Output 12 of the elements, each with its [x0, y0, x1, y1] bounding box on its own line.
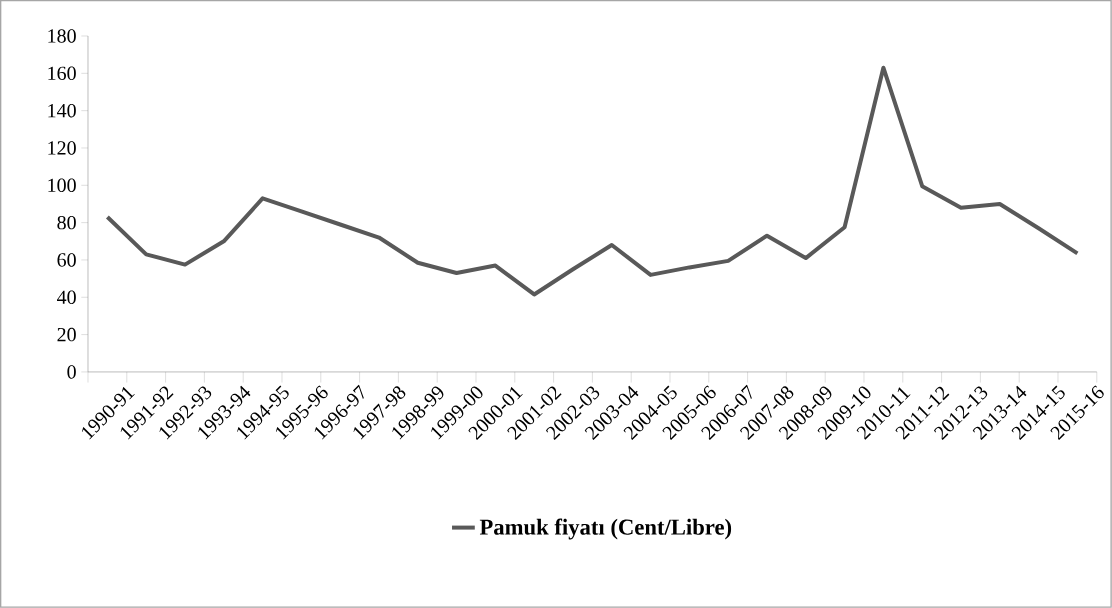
y-tick-label: 60	[57, 253, 76, 267]
y-tick-label: 80	[57, 215, 76, 230]
legend-label: Pamuk fiyatı (Cent/Libre)	[479, 518, 732, 540]
y-tick-label: 180	[48, 29, 76, 43]
y-tick-label: 40	[57, 290, 76, 305]
y-tick-label: 0	[67, 365, 76, 379]
y-tick-label: 120	[48, 141, 76, 155]
line-series	[105, 65, 1080, 297]
y-tick-label: 20	[57, 327, 76, 342]
y-tick-label: 160	[48, 66, 76, 81]
y-tick-label: 140	[48, 103, 76, 118]
y-tick-label: 100	[48, 178, 76, 193]
